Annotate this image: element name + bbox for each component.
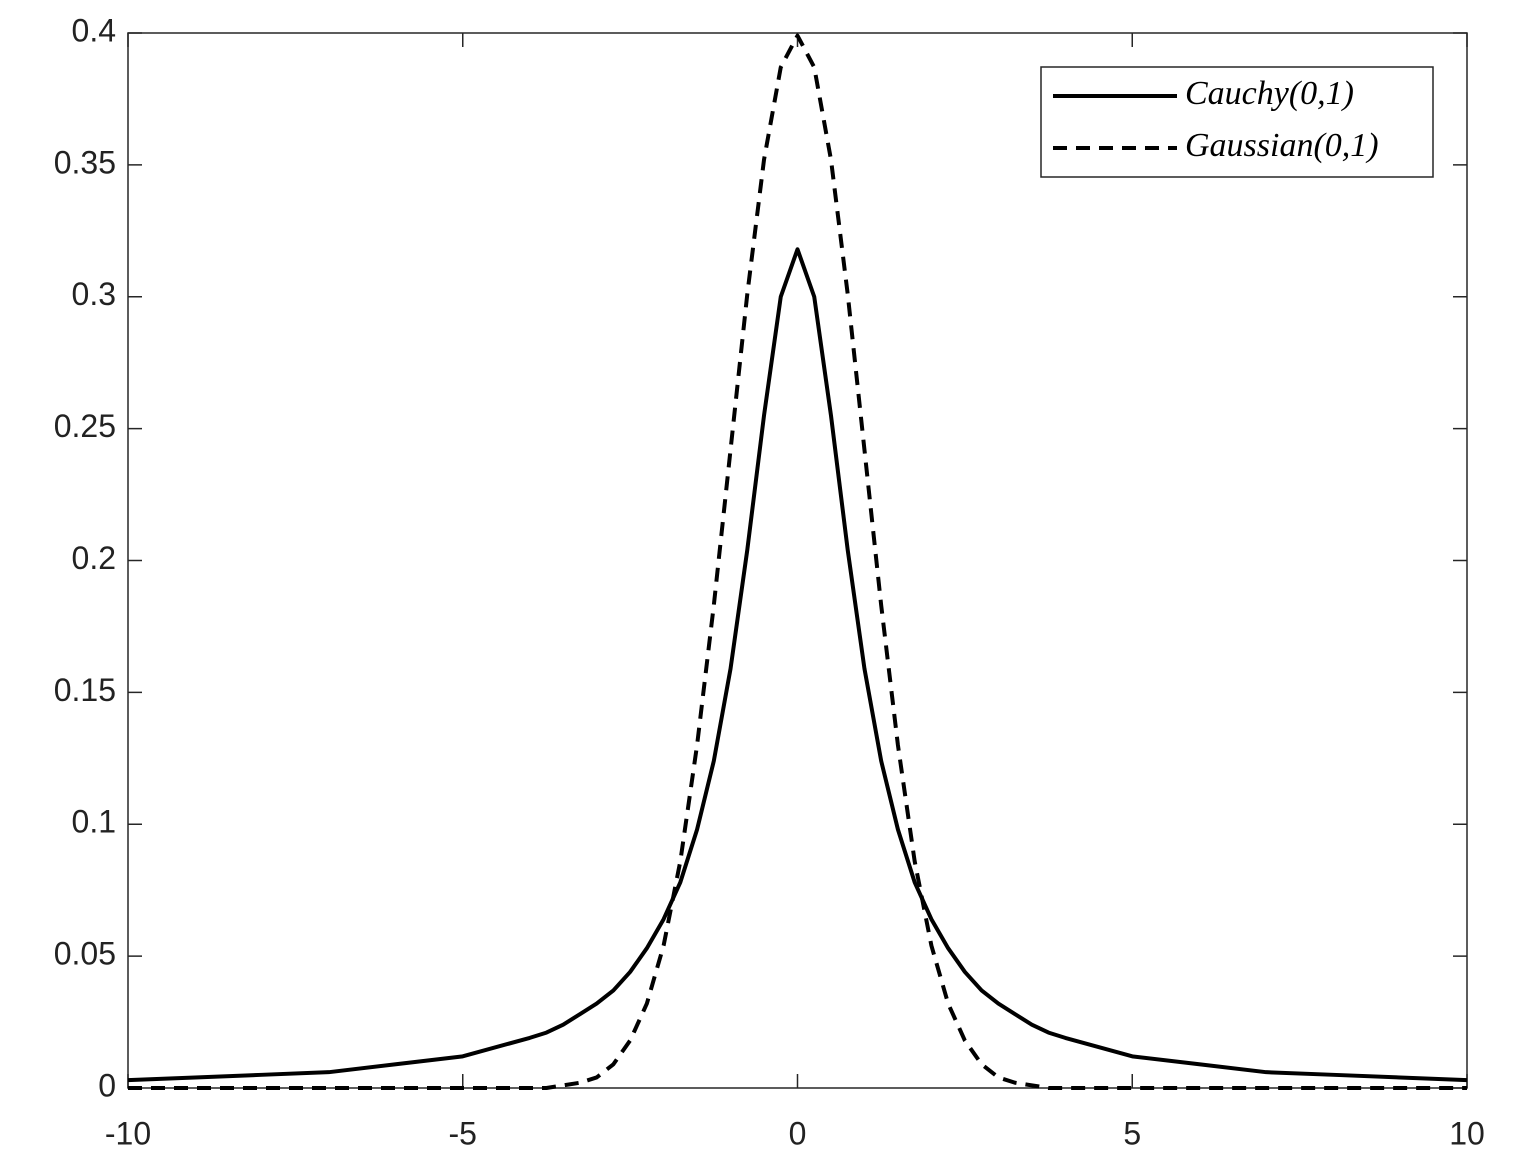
y-tick-label: 0.35 (54, 144, 116, 180)
x-tick-label: 0 (789, 1115, 807, 1151)
legend-box (1040, 66, 1434, 178)
x-tick-label: 5 (1123, 1115, 1141, 1151)
y-tick-label: 0.4 (72, 12, 116, 48)
y-tick-label: 0.1 (72, 804, 116, 840)
legend-label: Gaussian(0,1) (1185, 127, 1379, 164)
plot-area (127, 32, 1468, 1089)
x-tick-label: -5 (449, 1115, 477, 1151)
series-line (127, 247, 1468, 1083)
y-tick-label: 0.25 (54, 408, 116, 444)
series-line (128, 33, 1467, 1090)
y-tick-label: 0 (98, 1067, 116, 1103)
y-tick-label: 0.05 (54, 936, 116, 972)
y-tick-label: 0.15 (54, 672, 116, 708)
x-tick-label: -10 (105, 1115, 151, 1151)
y-tick-label: 0.2 (72, 540, 116, 576)
legend-label: Cauchy(0,1) (1185, 75, 1354, 112)
x-tick-label: 10 (1449, 1115, 1485, 1151)
y-tick-label: 0.3 (72, 276, 116, 312)
